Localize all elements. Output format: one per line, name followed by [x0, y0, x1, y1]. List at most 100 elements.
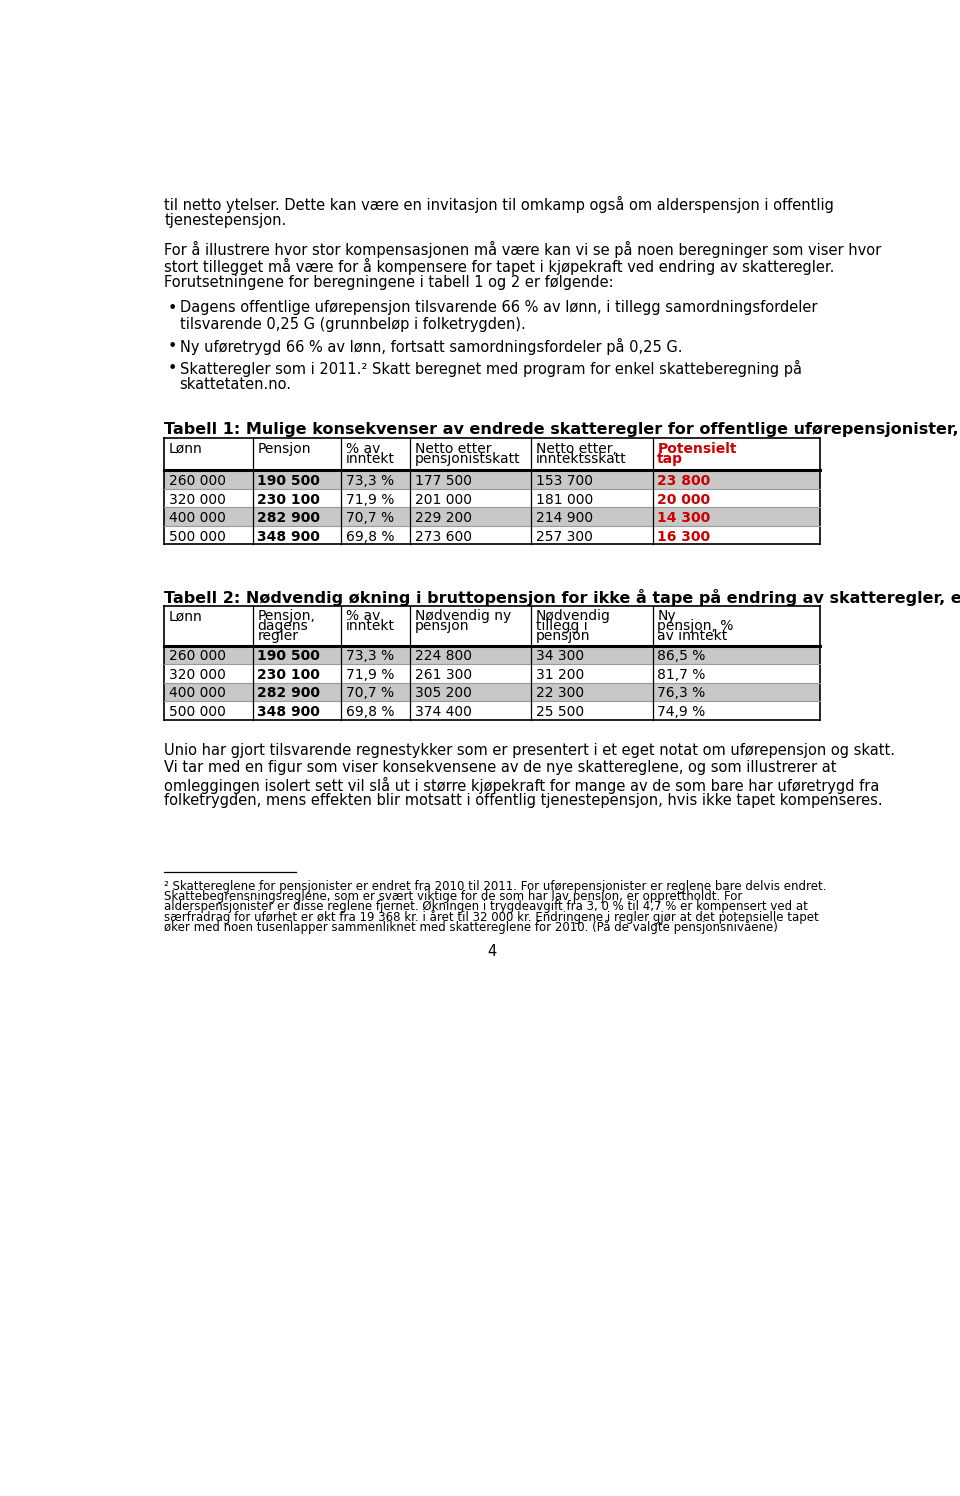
- Text: 320 000: 320 000: [169, 667, 226, 682]
- Text: 74,9 %: 74,9 %: [658, 705, 706, 720]
- Text: Lønn: Lønn: [169, 441, 203, 456]
- Text: 260 000: 260 000: [169, 649, 226, 663]
- Text: Potensielt: Potensielt: [658, 441, 736, 456]
- Text: øker med noen tusenlapper sammenliknet med skattereglene for 2010. (På de valgte: øker med noen tusenlapper sammenliknet m…: [164, 920, 778, 934]
- Text: til netto ytelser. Dette kan være en invitasjon til omkamp også om alderspensjon: til netto ytelser. Dette kan være en inv…: [164, 196, 834, 214]
- Text: Dagens offentlige uførepensjon tilsvarende 66 % av lønn, i tillegg samordningsfo: Dagens offentlige uførepensjon tilsvaren…: [180, 299, 817, 314]
- Bar: [164, 682, 820, 702]
- Text: Skattebegrensningsreglene, som er svært viktige for de som har lav pensjon, er o: Skattebegrensningsreglene, som er svært …: [164, 890, 742, 902]
- Text: tilsvarende 0,25 G (grunnbeløp i folketrygden).: tilsvarende 0,25 G (grunnbeløp i folketr…: [180, 317, 525, 332]
- Text: 400 000: 400 000: [169, 512, 226, 525]
- Text: 70,7 %: 70,7 %: [346, 512, 394, 525]
- Text: 500 000: 500 000: [169, 705, 226, 720]
- Text: 81,7 %: 81,7 %: [658, 667, 706, 682]
- Text: dagens: dagens: [257, 619, 308, 633]
- Text: 181 000: 181 000: [536, 492, 593, 507]
- Text: 16 300: 16 300: [658, 530, 710, 543]
- Text: Ny: Ny: [658, 609, 676, 624]
- Text: 71,9 %: 71,9 %: [346, 667, 395, 682]
- Text: % av: % av: [346, 609, 380, 624]
- Bar: [164, 470, 820, 489]
- Text: inntektsskatt: inntektsskatt: [536, 452, 627, 465]
- Text: Ny uføretrygd 66 % av lønn, fortsatt samordningsfordeler på 0,25 G.: Ny uføretrygd 66 % av lønn, fortsatt sam…: [180, 338, 683, 356]
- Text: 305 200: 305 200: [415, 687, 471, 700]
- Text: Tabell 1: Mulige konsekvenser av endrede skatteregler for offentlige uførepensjo: Tabell 1: Mulige konsekvenser av endrede…: [164, 422, 960, 437]
- Bar: [164, 664, 820, 682]
- Text: Skatteregler som i 2011.² Skatt beregnet med program for enkel skatteberegning p: Skatteregler som i 2011.² Skatt beregnet…: [180, 361, 802, 377]
- Text: særfradrag for uførhet er økt fra 19 368 kr. i året til 32 000 kr. Endringene i : særfradrag for uførhet er økt fra 19 368…: [164, 910, 819, 923]
- Bar: [164, 527, 820, 545]
- Text: 14 300: 14 300: [658, 512, 710, 525]
- Text: 348 900: 348 900: [257, 530, 321, 543]
- Text: Netto etter,: Netto etter,: [536, 441, 617, 456]
- Text: 260 000: 260 000: [169, 474, 226, 488]
- Text: 31 200: 31 200: [536, 667, 585, 682]
- Text: ² Skattereglene for pensjonister er endret fra 2010 til 2011. For uførepensjonis: ² Skattereglene for pensjonister er endr…: [164, 880, 827, 893]
- Text: 201 000: 201 000: [415, 492, 471, 507]
- Text: 282 900: 282 900: [257, 687, 321, 700]
- Text: 320 000: 320 000: [169, 492, 226, 507]
- Text: 400 000: 400 000: [169, 687, 226, 700]
- Text: Forutsetningene for beregningene i tabell 1 og 2 er følgende:: Forutsetningene for beregningene i tabel…: [164, 275, 613, 290]
- Text: 70,7 %: 70,7 %: [346, 687, 394, 700]
- Text: 229 200: 229 200: [415, 512, 471, 525]
- Text: 500 000: 500 000: [169, 530, 226, 543]
- Text: omleggingen isolert sett vil slå ut i større kjøpekraft for mange av de som bare: omleggingen isolert sett vil slå ut i st…: [164, 776, 879, 793]
- Text: Pensjon,: Pensjon,: [257, 609, 315, 624]
- Text: tillegg i: tillegg i: [536, 619, 588, 633]
- Text: Unio har gjort tilsvarende regnestykker som er presentert i et eget notat om ufø: Unio har gjort tilsvarende regnestykker …: [164, 742, 895, 757]
- Text: pensjon: pensjon: [415, 619, 469, 633]
- Text: skattetaten.no.: skattetaten.no.: [180, 377, 292, 392]
- Text: 374 400: 374 400: [415, 705, 471, 720]
- Text: •: •: [168, 301, 178, 316]
- Bar: [164, 438, 820, 470]
- Text: 224 800: 224 800: [415, 649, 471, 663]
- Text: 153 700: 153 700: [536, 474, 593, 488]
- Text: 69,8 %: 69,8 %: [346, 705, 395, 720]
- Text: •: •: [168, 361, 178, 375]
- Text: Lønn: Lønn: [169, 609, 203, 624]
- Bar: [164, 702, 820, 720]
- Text: 20 000: 20 000: [658, 492, 710, 507]
- Text: inntekt: inntekt: [346, 619, 395, 633]
- Text: 73,3 %: 73,3 %: [346, 474, 394, 488]
- Text: 25 500: 25 500: [536, 705, 584, 720]
- Text: 190 500: 190 500: [257, 474, 321, 488]
- Text: stort tillegget må være for å kompensere for tapet i kjøpekraft ved endring av s: stort tillegget må være for å kompensere…: [164, 259, 834, 275]
- Text: 86,5 %: 86,5 %: [658, 649, 706, 663]
- Text: 230 100: 230 100: [257, 667, 321, 682]
- Text: alderspensjonister er disse reglene fjernet. Økningen i trygdeavgift fra 3, 0 % : alderspensjonister er disse reglene fjer…: [164, 899, 808, 913]
- Text: % av: % av: [346, 441, 380, 456]
- Text: 76,3 %: 76,3 %: [658, 687, 706, 700]
- Text: 23 800: 23 800: [658, 474, 710, 488]
- Text: 69,8 %: 69,8 %: [346, 530, 395, 543]
- Text: pensjonistskatt: pensjonistskatt: [415, 452, 520, 465]
- Bar: [164, 507, 820, 527]
- Text: 230 100: 230 100: [257, 492, 321, 507]
- Text: Pensjon: Pensjon: [257, 441, 311, 456]
- Text: 214 900: 214 900: [536, 512, 593, 525]
- Text: folketrygden, mens effekten blir motsatt i offentlig tjenestepensjon, hvis ikke : folketrygden, mens effekten blir motsatt…: [164, 793, 883, 808]
- Text: inntekt: inntekt: [346, 452, 395, 465]
- Bar: [164, 606, 820, 646]
- Text: 34 300: 34 300: [536, 649, 584, 663]
- Text: pensjon: pensjon: [536, 630, 590, 643]
- Text: 73,3 %: 73,3 %: [346, 649, 394, 663]
- Text: •: •: [168, 340, 178, 355]
- Text: regler: regler: [257, 630, 299, 643]
- Text: av inntekt: av inntekt: [658, 630, 728, 643]
- Text: Vi tar med en figur som viser konsekvensene av de nye skattereglene, og som illu: Vi tar med en figur som viser konsekvens…: [164, 760, 837, 775]
- Text: 257 300: 257 300: [536, 530, 593, 543]
- Text: pensjon, %: pensjon, %: [658, 619, 733, 633]
- Text: Tabell 2: Nødvendig økning i bruttopensjon for ikke å tape på endring av skatter: Tabell 2: Nødvendig økning i bruttopensj…: [164, 589, 960, 606]
- Text: 273 600: 273 600: [415, 530, 471, 543]
- Text: For å illustrere hvor stor kompensasjonen må være kan vi se på noen beregninger : For å illustrere hvor stor kompensasjone…: [164, 241, 881, 259]
- Bar: [164, 489, 820, 507]
- Text: 282 900: 282 900: [257, 512, 321, 525]
- Text: Netto etter: Netto etter: [415, 441, 492, 456]
- Text: 4: 4: [488, 944, 496, 959]
- Text: 261 300: 261 300: [415, 667, 471, 682]
- Text: 22 300: 22 300: [536, 687, 584, 700]
- Text: tjenestepensjon.: tjenestepensjon.: [164, 214, 286, 229]
- Text: Nødvendig: Nødvendig: [536, 609, 611, 624]
